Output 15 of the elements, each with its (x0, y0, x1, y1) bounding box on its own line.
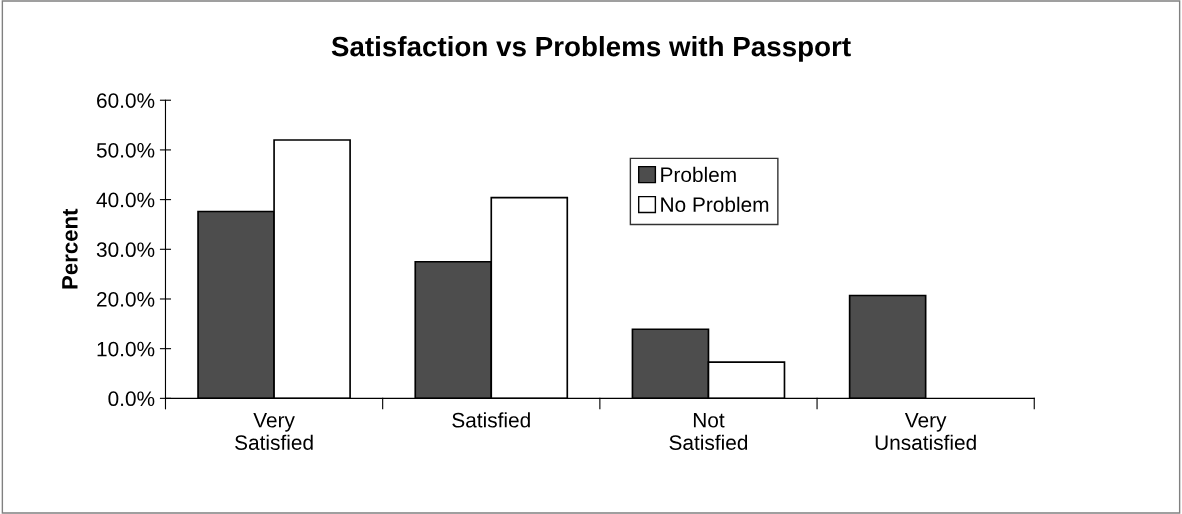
chart-title: Satisfaction vs Problems with Passport (331, 35, 851, 62)
y-axis-title: Percent (62, 208, 78, 289)
y-tick-label: 60.0% (97, 93, 155, 108)
legend-label: Problem (661, 166, 736, 183)
x-tick-label: Very Unsatisfied (875, 413, 976, 450)
y-tick-label: 30.0% (96, 242, 155, 258)
x-tick-label: Not Satisfied (669, 413, 748, 450)
x-tick-label: Satisfied (452, 412, 530, 428)
legend-label: No Problem (661, 196, 769, 213)
y-tick-label: 50.0% (96, 142, 155, 158)
y-tick-label: 0.0% (108, 391, 155, 407)
y-tick-label: 10.0% (97, 341, 155, 357)
x-tick-label: Very Satisfied (235, 413, 313, 450)
y-tick-label: 40.0% (96, 192, 155, 208)
y-tick-label: 20.0% (97, 291, 155, 307)
